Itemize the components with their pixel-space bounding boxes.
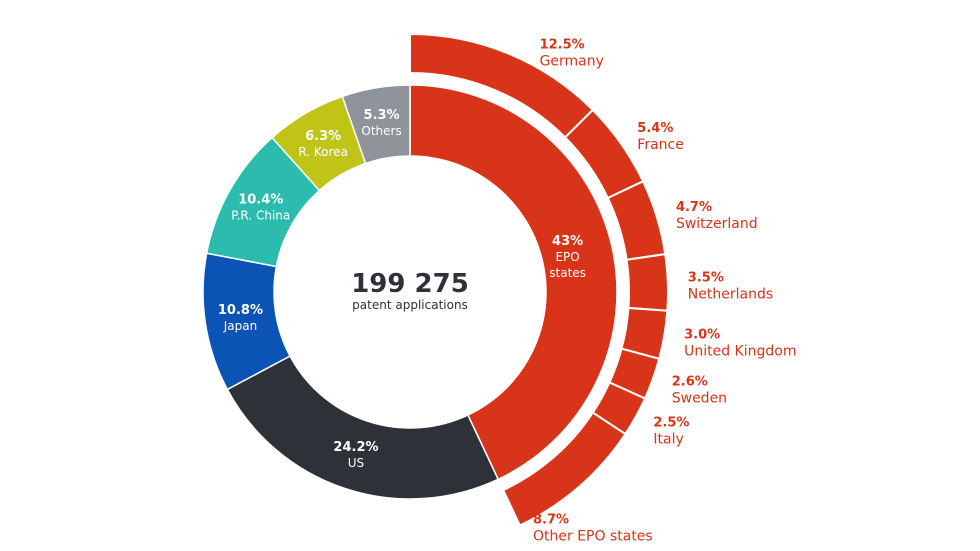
outer-label-germany-name: Germany [540,53,604,69]
inner-label-japan-pct: 10.8% [218,303,263,318]
inner-label-p-r-china-name: P.R. China [231,208,290,222]
total-value: 199 275 [351,269,469,299]
outer-label-other-epo-states-pct: 8.7% [533,512,569,527]
outer-label-united-kingdom-name: United Kingdom [684,343,796,359]
outer-label-italy-name: Italy [653,431,683,447]
total-label: patent applications [352,298,468,312]
outer-label-other-epo-states-name: Other EPO states [533,528,653,544]
outer-label-italy-pct: 2.5% [653,415,689,430]
inner-label-epo-states-name: EPO [555,250,579,264]
outer-slice-netherlands [627,254,668,311]
outer-label-switzerland-name: Switzerland [676,216,758,232]
inner-label-others-name: Others [361,124,401,138]
inner-label-epo-states-name: states [549,266,586,280]
outer-label-germany-pct: 12.5% [540,37,585,52]
outer-label-switzerland-pct: 4.7% [676,200,712,215]
outer-slice-switzerland [608,181,665,260]
outer-label-united-kingdom-pct: 3.0% [684,327,720,342]
inner-label-r-korea-pct: 6.3% [305,129,341,144]
inner-slice-us [227,356,498,499]
inner-label-epo-states-pct: 43% [552,234,583,249]
outer-label-sweden-name: Sweden [672,391,727,407]
outer-label-france-name: France [637,137,684,153]
inner-label-japan-name: Japan [223,319,257,333]
inner-label-r-korea-name: R. Korea [298,145,348,159]
inner-label-us-pct: 24.2% [333,440,378,455]
outer-label-sweden-pct: 2.6% [672,375,708,390]
outer-label-netherlands-name: Netherlands [688,287,773,303]
inner-label-others-pct: 5.3% [364,108,400,123]
outer-label-netherlands-pct: 3.5% [688,271,724,286]
outer-label-france-pct: 5.4% [637,121,673,136]
inner-label-us-name: US [348,456,364,470]
inner-label-p-r-china-pct: 10.4% [238,192,283,207]
